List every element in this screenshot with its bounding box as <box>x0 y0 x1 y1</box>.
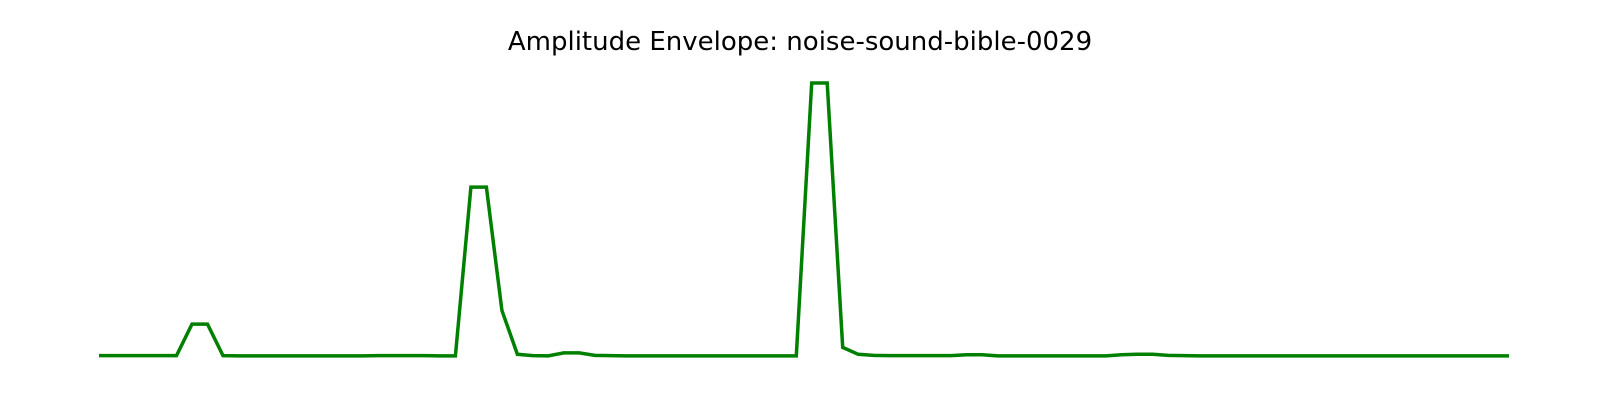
chart-title: Amplitude Envelope: noise-sound-bible-00… <box>507 27 1093 57</box>
envelope-series-line-0 <box>99 81 1509 358</box>
